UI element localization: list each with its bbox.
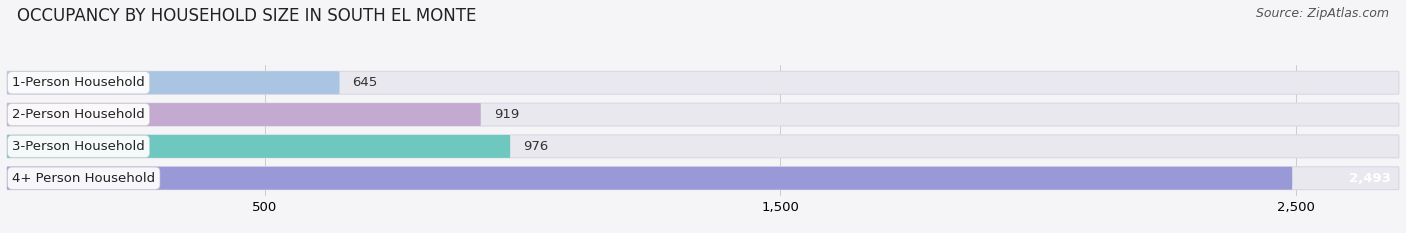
Text: 976: 976 <box>523 140 548 153</box>
Text: OCCUPANCY BY HOUSEHOLD SIZE IN SOUTH EL MONTE: OCCUPANCY BY HOUSEHOLD SIZE IN SOUTH EL … <box>17 7 477 25</box>
FancyBboxPatch shape <box>7 135 510 158</box>
FancyBboxPatch shape <box>7 135 1399 158</box>
Text: Source: ZipAtlas.com: Source: ZipAtlas.com <box>1256 7 1389 20</box>
FancyBboxPatch shape <box>7 71 339 94</box>
Text: 2-Person Household: 2-Person Household <box>13 108 145 121</box>
Text: 3-Person Household: 3-Person Household <box>13 140 145 153</box>
FancyBboxPatch shape <box>7 167 1292 190</box>
Text: 2,493: 2,493 <box>1350 172 1391 185</box>
Text: 4+ Person Household: 4+ Person Household <box>13 172 155 185</box>
FancyBboxPatch shape <box>7 103 481 126</box>
FancyBboxPatch shape <box>7 71 1399 94</box>
Text: 1-Person Household: 1-Person Household <box>13 76 145 89</box>
Text: 645: 645 <box>353 76 378 89</box>
FancyBboxPatch shape <box>7 167 1399 190</box>
FancyBboxPatch shape <box>7 103 1399 126</box>
Text: 919: 919 <box>494 108 519 121</box>
